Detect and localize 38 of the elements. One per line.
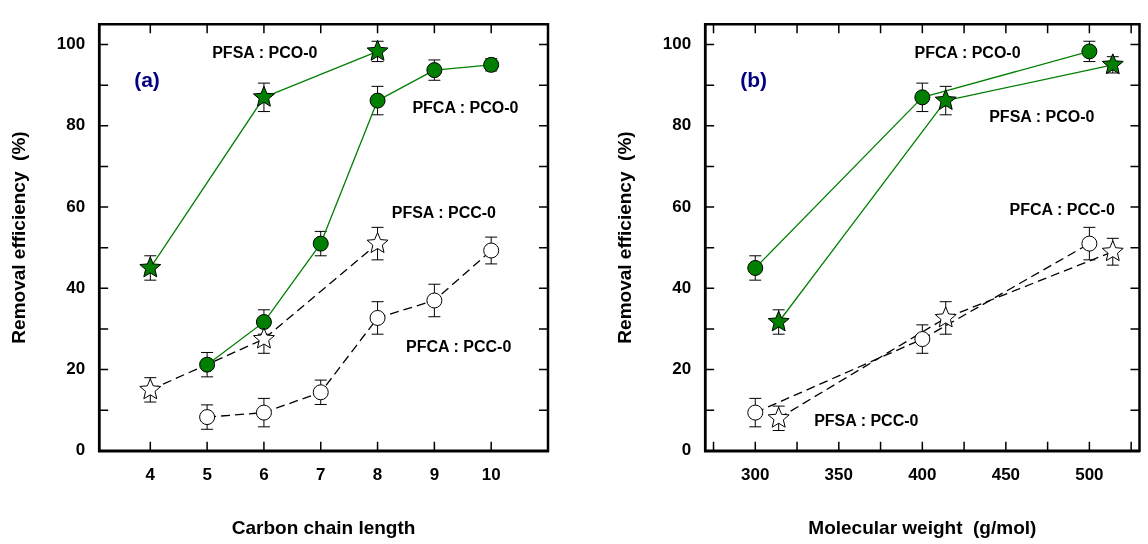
annotation: PFCA : PCC-0 <box>406 337 512 355</box>
annotation: PFSA : PCO-0 <box>989 107 1095 125</box>
annotation: (b) <box>740 68 767 91</box>
y-tick-label: 80 <box>672 115 692 135</box>
x-tick-label: 300 <box>741 464 770 484</box>
x-tick-label: 6 <box>259 464 269 484</box>
x-tick-label: 350 <box>824 464 853 484</box>
y-tick-label: 80 <box>66 115 86 135</box>
x-axis-title: Molecular weight (g/mol) <box>808 516 1037 538</box>
y-tick-label: 60 <box>66 196 86 216</box>
y-tick-label: 100 <box>662 34 692 54</box>
annotation: PFCA : PCO-0 <box>412 99 519 117</box>
annotation: PFSA : PCC-0 <box>814 412 919 430</box>
y-tick-label: 40 <box>672 277 692 297</box>
y-tick-label: 0 <box>75 440 86 460</box>
y-tick-label: 0 <box>681 440 692 460</box>
y-tick-label: 40 <box>66 277 86 297</box>
x-tick-label: 450 <box>991 464 1021 484</box>
x-tick-label: 8 <box>372 464 383 484</box>
x-tick-label: 400 <box>908 464 937 484</box>
x-tick-label: 4 <box>145 464 156 484</box>
x-tick-label: 5 <box>202 464 212 484</box>
y-tick-label: 60 <box>672 196 692 216</box>
annotation: PFCA : PCO-0 <box>914 44 1021 62</box>
annotation: (a) <box>134 68 160 91</box>
y-axis-title: Removal efficiency (%) <box>7 131 29 344</box>
x-tick-label: 10 <box>481 464 501 484</box>
annotation: PFSA : PCC-0 <box>391 204 497 222</box>
x-axis-title: Carbon chain length <box>231 516 416 538</box>
annotation: PFSA : PCO-0 <box>212 43 318 61</box>
annotation: PFCA : PCC-0 <box>1009 200 1115 218</box>
y-axis-title: Removal efficiency (%) <box>613 131 635 344</box>
x-tick-label: 9 <box>429 464 440 484</box>
x-tick-label: 500 <box>1075 464 1104 484</box>
y-tick-label: 20 <box>672 359 692 379</box>
y-tick-label: 20 <box>66 359 86 379</box>
x-tick-label: 7 <box>316 464 326 484</box>
y-tick-label: 100 <box>56 34 86 54</box>
